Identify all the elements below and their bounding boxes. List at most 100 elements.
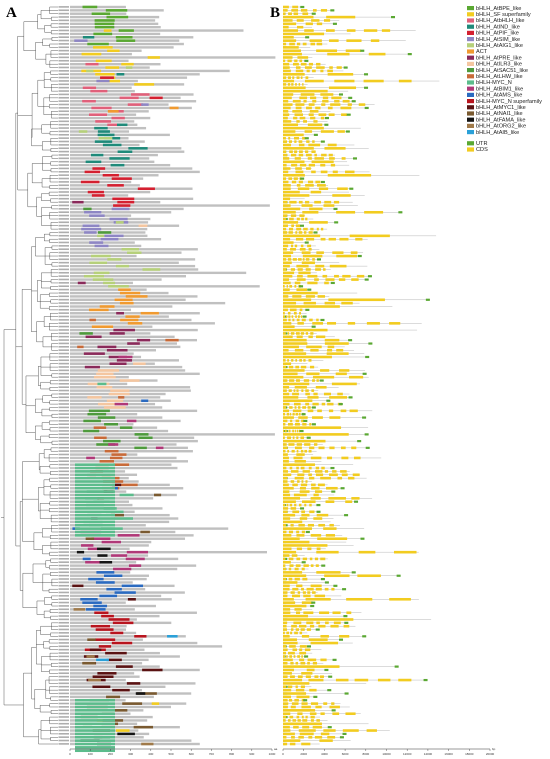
cds-block <box>320 658 327 662</box>
cds-block <box>316 621 320 625</box>
cds-block <box>334 79 355 83</box>
cds-block <box>295 688 305 692</box>
cds-block <box>292 587 299 591</box>
cds-block <box>315 705 322 709</box>
gene-id-label <box>58 117 69 119</box>
cds-block <box>301 705 311 709</box>
gene-id-label <box>58 288 69 291</box>
gene-id-label <box>58 258 69 261</box>
cds-block <box>315 180 321 184</box>
legend-swatch <box>467 80 474 85</box>
cds-block <box>315 587 322 591</box>
protein-domain <box>113 567 132 571</box>
cds-block <box>311 389 315 392</box>
legend-swatch <box>467 105 474 110</box>
protein-domain <box>97 672 117 675</box>
panel-b-label: B <box>270 5 280 21</box>
cds-block <box>283 130 296 133</box>
cds-block <box>283 217 287 221</box>
protein-domain <box>72 584 84 588</box>
cds-block <box>283 369 305 372</box>
cds-block <box>308 678 324 682</box>
gene-id-label <box>58 672 69 675</box>
protein-domain <box>118 396 125 399</box>
cds-block <box>320 69 324 73</box>
gene-id-label <box>58 635 69 638</box>
cds-block <box>283 621 288 625</box>
cds-block <box>283 594 288 598</box>
gene-id-label <box>58 29 69 32</box>
cds-block <box>299 308 303 312</box>
cds-block <box>283 557 286 561</box>
legend-label: UTR <box>476 141 488 147</box>
protein-domain <box>109 217 128 221</box>
utr-block <box>396 574 401 577</box>
utr-block <box>340 487 345 490</box>
protein-domain <box>94 19 115 22</box>
cds-block <box>283 335 293 339</box>
cds-block <box>320 227 324 231</box>
gene-structure-panel <box>283 5 440 746</box>
protein-bar <box>70 355 142 359</box>
cds-block <box>298 140 303 143</box>
utr-block <box>283 315 288 318</box>
cds-block <box>311 19 320 22</box>
cds-block <box>299 658 305 662</box>
utr-block <box>333 584 338 587</box>
cds-block <box>283 338 307 342</box>
cds-block <box>283 547 292 551</box>
cds-block <box>283 22 297 26</box>
protein-domain <box>75 480 115 483</box>
utr-block <box>364 433 369 436</box>
gene-id-label <box>58 652 69 654</box>
cds-block <box>294 157 301 160</box>
cds-block <box>304 449 308 453</box>
protein-domain <box>133 362 146 366</box>
gene-id-label <box>58 716 69 718</box>
cds-block <box>296 466 299 470</box>
protein-domain <box>111 116 125 120</box>
cds-block <box>296 429 299 433</box>
cds-block <box>299 359 302 362</box>
cds-block <box>319 739 333 742</box>
cds-block <box>294 429 296 433</box>
cds-block <box>300 436 304 440</box>
cds-block <box>283 76 287 79</box>
protein-domain <box>127 322 143 325</box>
protein-bar <box>70 456 177 460</box>
protein-bar <box>70 106 192 110</box>
protein-bar <box>70 153 158 157</box>
cds-block <box>298 143 305 147</box>
protein-domain <box>84 365 100 369</box>
protein-bar <box>70 69 230 73</box>
cds-block <box>294 698 299 702</box>
cds-block <box>313 517 323 520</box>
protein-bar <box>70 251 182 254</box>
cds-block <box>299 116 306 120</box>
phylogenetic-tree <box>1 6 58 745</box>
protein-bar <box>70 123 138 126</box>
cds-block <box>341 473 348 477</box>
protein-bar <box>70 180 132 184</box>
legend-swatch <box>467 86 474 91</box>
protein-domain <box>118 355 133 359</box>
cds-block <box>283 473 292 477</box>
cds-block <box>283 170 289 174</box>
gene-id-label <box>58 204 69 207</box>
cds-block <box>324 574 350 578</box>
gene-id-label <box>58 625 69 627</box>
cds-block <box>283 157 290 160</box>
cds-block <box>294 422 300 426</box>
cds-block <box>322 274 328 278</box>
protein-bar <box>70 133 170 137</box>
protein-domain <box>105 651 127 655</box>
cds-block <box>342 99 350 103</box>
protein-domain <box>91 153 104 157</box>
cds-block <box>283 214 288 217</box>
cds-block <box>283 698 288 702</box>
cds-block <box>299 214 305 217</box>
gene-id-label <box>58 248 69 251</box>
legend-label: CDS <box>476 147 488 153</box>
axis-b-tick-label: 2000 <box>300 752 307 756</box>
cds-block <box>327 143 337 147</box>
